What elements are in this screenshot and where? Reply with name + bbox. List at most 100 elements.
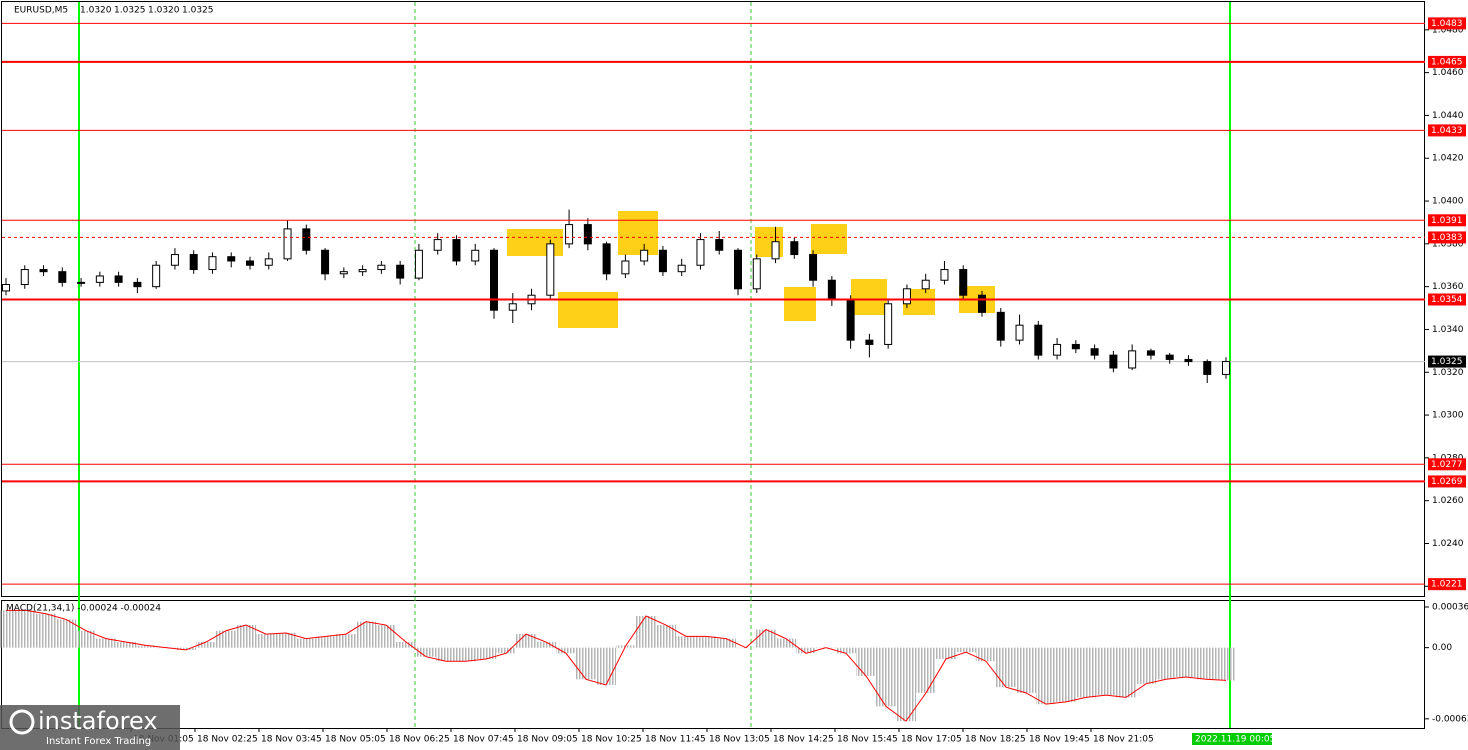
x-tick-label: 18 Nov 07:45 bbox=[453, 735, 514, 745]
macd-bar bbox=[576, 647, 596, 680]
candle-body bbox=[39, 269, 48, 273]
ohlc-label: 1.0325 bbox=[182, 6, 214, 16]
symbol: EURUSD,M5 bbox=[14, 6, 68, 16]
macd-bar bbox=[516, 634, 536, 648]
candle-body bbox=[771, 241, 780, 260]
candle-body bbox=[77, 281, 86, 284]
macd-bar bbox=[716, 638, 736, 648]
candle-body bbox=[490, 249, 498, 311]
x-tick-label: 18 Nov 17:05 bbox=[901, 735, 962, 745]
candle-body bbox=[884, 303, 893, 345]
macd-bar bbox=[996, 647, 1016, 688]
level-label: 1.0221 bbox=[1431, 580, 1463, 590]
level-label-bg bbox=[1428, 475, 1466, 488]
candle-body bbox=[1165, 354, 1174, 360]
level-label-bg bbox=[1428, 293, 1466, 306]
logo: instaforex Instant Forex Trading bbox=[0, 705, 180, 750]
macd-bar bbox=[776, 638, 796, 648]
candle-body bbox=[508, 303, 517, 311]
macd-bar bbox=[296, 638, 316, 648]
y-tick-label: 1.0260 bbox=[1432, 496, 1464, 506]
signal-boxes bbox=[507, 211, 995, 328]
macd-bar bbox=[56, 619, 76, 648]
candle-body bbox=[1034, 324, 1043, 356]
x-tick-label: 18 Nov 03:45 bbox=[261, 735, 322, 745]
cursor-label-bg bbox=[1192, 733, 1272, 745]
candle-body bbox=[1128, 350, 1137, 369]
plot-layer: 1.0320 1.0325 1.0320 1.03251.04801.04601.04… bbox=[0, 6, 1468, 745]
macd-bar bbox=[176, 647, 196, 650]
candle-body bbox=[715, 239, 724, 251]
candle-body bbox=[1146, 350, 1155, 356]
x-tick-label: 18 Nov 15:45 bbox=[837, 735, 898, 745]
macd-bar bbox=[456, 647, 476, 662]
candle-body bbox=[734, 249, 742, 290]
macd-bar bbox=[1136, 647, 1156, 684]
logo-tagline: Instant Forex Trading bbox=[46, 736, 151, 747]
current-price-label: 1.0325 bbox=[1431, 357, 1463, 367]
cursor-label: 2022.11.19 00:05 bbox=[1195, 735, 1275, 745]
candle-body bbox=[1090, 348, 1099, 356]
signal-box bbox=[618, 211, 658, 255]
candle-body bbox=[20, 269, 29, 286]
candle-body bbox=[1184, 358, 1193, 363]
level-label-bg bbox=[1428, 214, 1466, 227]
candle-body bbox=[677, 264, 686, 273]
macd-bar bbox=[536, 642, 556, 648]
candle-body bbox=[246, 260, 254, 266]
macd-title: MACD(21,34,1) -0.00024 -0.00024 bbox=[6, 604, 161, 614]
logo-icon bbox=[9, 709, 35, 735]
macd-bar bbox=[916, 647, 936, 693]
candle-body bbox=[433, 239, 442, 251]
macd-bar bbox=[236, 625, 256, 648]
y-tick-label: 1.0340 bbox=[1432, 325, 1464, 335]
level-label: 1.0433 bbox=[1431, 126, 1463, 136]
macd-bar bbox=[476, 647, 496, 659]
macd-bar bbox=[16, 610, 36, 648]
frames bbox=[1, 1, 1425, 729]
candle-body bbox=[95, 275, 104, 283]
candle-body bbox=[58, 271, 67, 283]
candle-body bbox=[940, 269, 949, 281]
candle-body bbox=[264, 258, 273, 266]
macd-bar bbox=[96, 638, 116, 648]
macd-y-tick-label: -0.00063 bbox=[1432, 714, 1468, 724]
level-label-bg bbox=[1428, 231, 1466, 244]
candle-body bbox=[996, 311, 1005, 341]
level-label: 1.0391 bbox=[1431, 216, 1463, 226]
candle-body bbox=[846, 299, 855, 341]
level-label-bg bbox=[1428, 17, 1466, 30]
level-label-bg bbox=[1428, 578, 1466, 591]
candle-body bbox=[1203, 361, 1212, 375]
macd-y-tick-label: 0.00036 bbox=[1432, 602, 1468, 612]
current-price-label-bg bbox=[1428, 355, 1466, 368]
candle-body bbox=[1015, 324, 1024, 341]
level-label: 1.0354 bbox=[1431, 295, 1463, 305]
candle-body bbox=[1053, 343, 1062, 356]
macd-bar bbox=[136, 645, 156, 648]
macd-bar bbox=[316, 636, 336, 648]
macd-bar bbox=[656, 625, 676, 648]
macd-bar bbox=[256, 634, 276, 648]
y-tick-label: 1.0440 bbox=[1432, 111, 1464, 121]
ohlc-label: 1.0320 bbox=[148, 6, 180, 16]
candle-body bbox=[208, 256, 217, 271]
candle-body bbox=[283, 228, 292, 260]
macd-bar bbox=[416, 647, 436, 657]
x-tick-label: 18 Nov 05:05 bbox=[325, 735, 386, 745]
candle-body bbox=[414, 249, 423, 279]
candle-body bbox=[978, 294, 986, 313]
macd-bar bbox=[976, 647, 996, 662]
x-tick-label: 18 Nov 18:25 bbox=[965, 735, 1026, 745]
macd-bar bbox=[676, 636, 696, 648]
macd-bar bbox=[956, 647, 976, 653]
macd-bar bbox=[1056, 647, 1076, 702]
candle-body bbox=[790, 241, 799, 256]
macd-bar bbox=[436, 647, 456, 662]
y-tick-label: 1.0240 bbox=[1432, 539, 1464, 549]
candle-body bbox=[865, 339, 874, 345]
y-tick-label: 1.0420 bbox=[1432, 154, 1464, 164]
candle-body bbox=[471, 249, 480, 262]
candle-body bbox=[114, 275, 123, 283]
